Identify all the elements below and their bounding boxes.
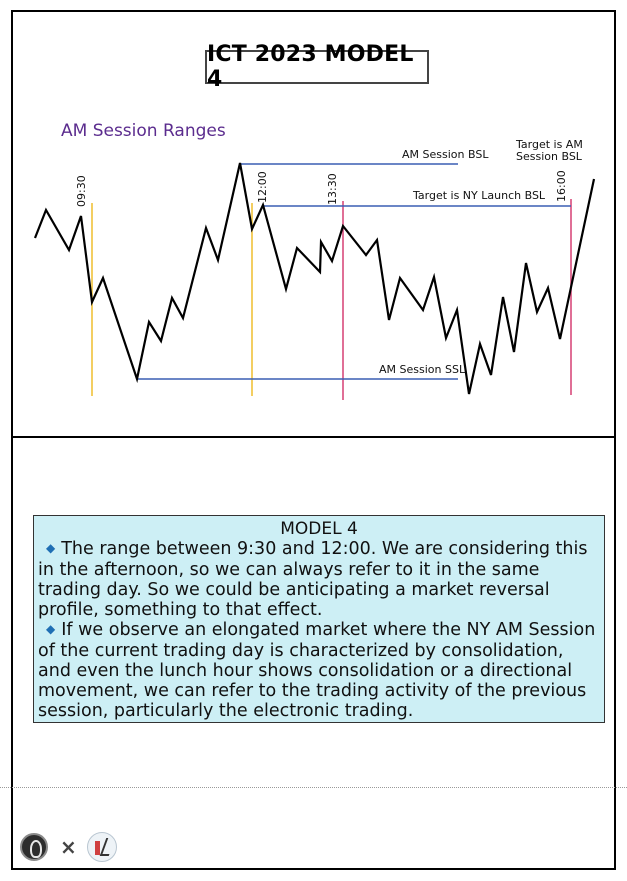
chart-subtitle: AM Session Ranges <box>61 121 226 141</box>
time-label-1200: 12:00 <box>256 171 269 203</box>
price-line <box>33 162 596 395</box>
ny-launch-bsl-label: Target is NY Launch BSL <box>412 189 546 202</box>
notes-box: MODEL 4 ◆ The range between 9:30 and 12:0… <box>33 515 605 723</box>
time-label-1600: 16:00 <box>555 170 568 202</box>
note-text: If we observe an elongated market where … <box>38 620 596 721</box>
section-divider <box>11 436 616 438</box>
diamond-bullet-icon: ◆ <box>46 622 56 636</box>
price-chart: AM Session BSL Target is NY Launch BSL A… <box>33 138 596 400</box>
note-bullet: ◆ If we observe an elongated market where… <box>38 620 600 721</box>
slide-frame <box>11 10 616 870</box>
note-bullet: ◆ The range between 9:30 and 12:00. We ar… <box>38 539 600 620</box>
notes-title: MODEL 4 <box>280 519 358 539</box>
page-title: ICT 2023 MODEL 4 <box>207 42 414 92</box>
am-session-bsl-label: AM Session BSL <box>402 148 489 161</box>
target-am-session-bsl-label-line2: Session BSL <box>516 150 583 163</box>
time-label-0930: 09:30 <box>75 175 88 207</box>
partner-logo-icon <box>86 832 117 862</box>
title-box: ICT 2023 MODEL 4 <box>205 42 429 92</box>
note-text: The range between 9:30 and 12:00. We are… <box>38 539 588 620</box>
time-label-1330: 13:30 <box>326 173 339 205</box>
footer-logos: × <box>20 831 117 863</box>
diamond-bullet-icon: ◆ <box>46 541 56 555</box>
author-logo-icon <box>20 833 48 861</box>
separator-x: × <box>60 835 77 859</box>
target-am-session-bsl-label-line1: Target is AM <box>515 138 583 151</box>
page-break-line <box>0 787 627 788</box>
am-session-ssl-label: AM Session SSL <box>379 363 466 376</box>
